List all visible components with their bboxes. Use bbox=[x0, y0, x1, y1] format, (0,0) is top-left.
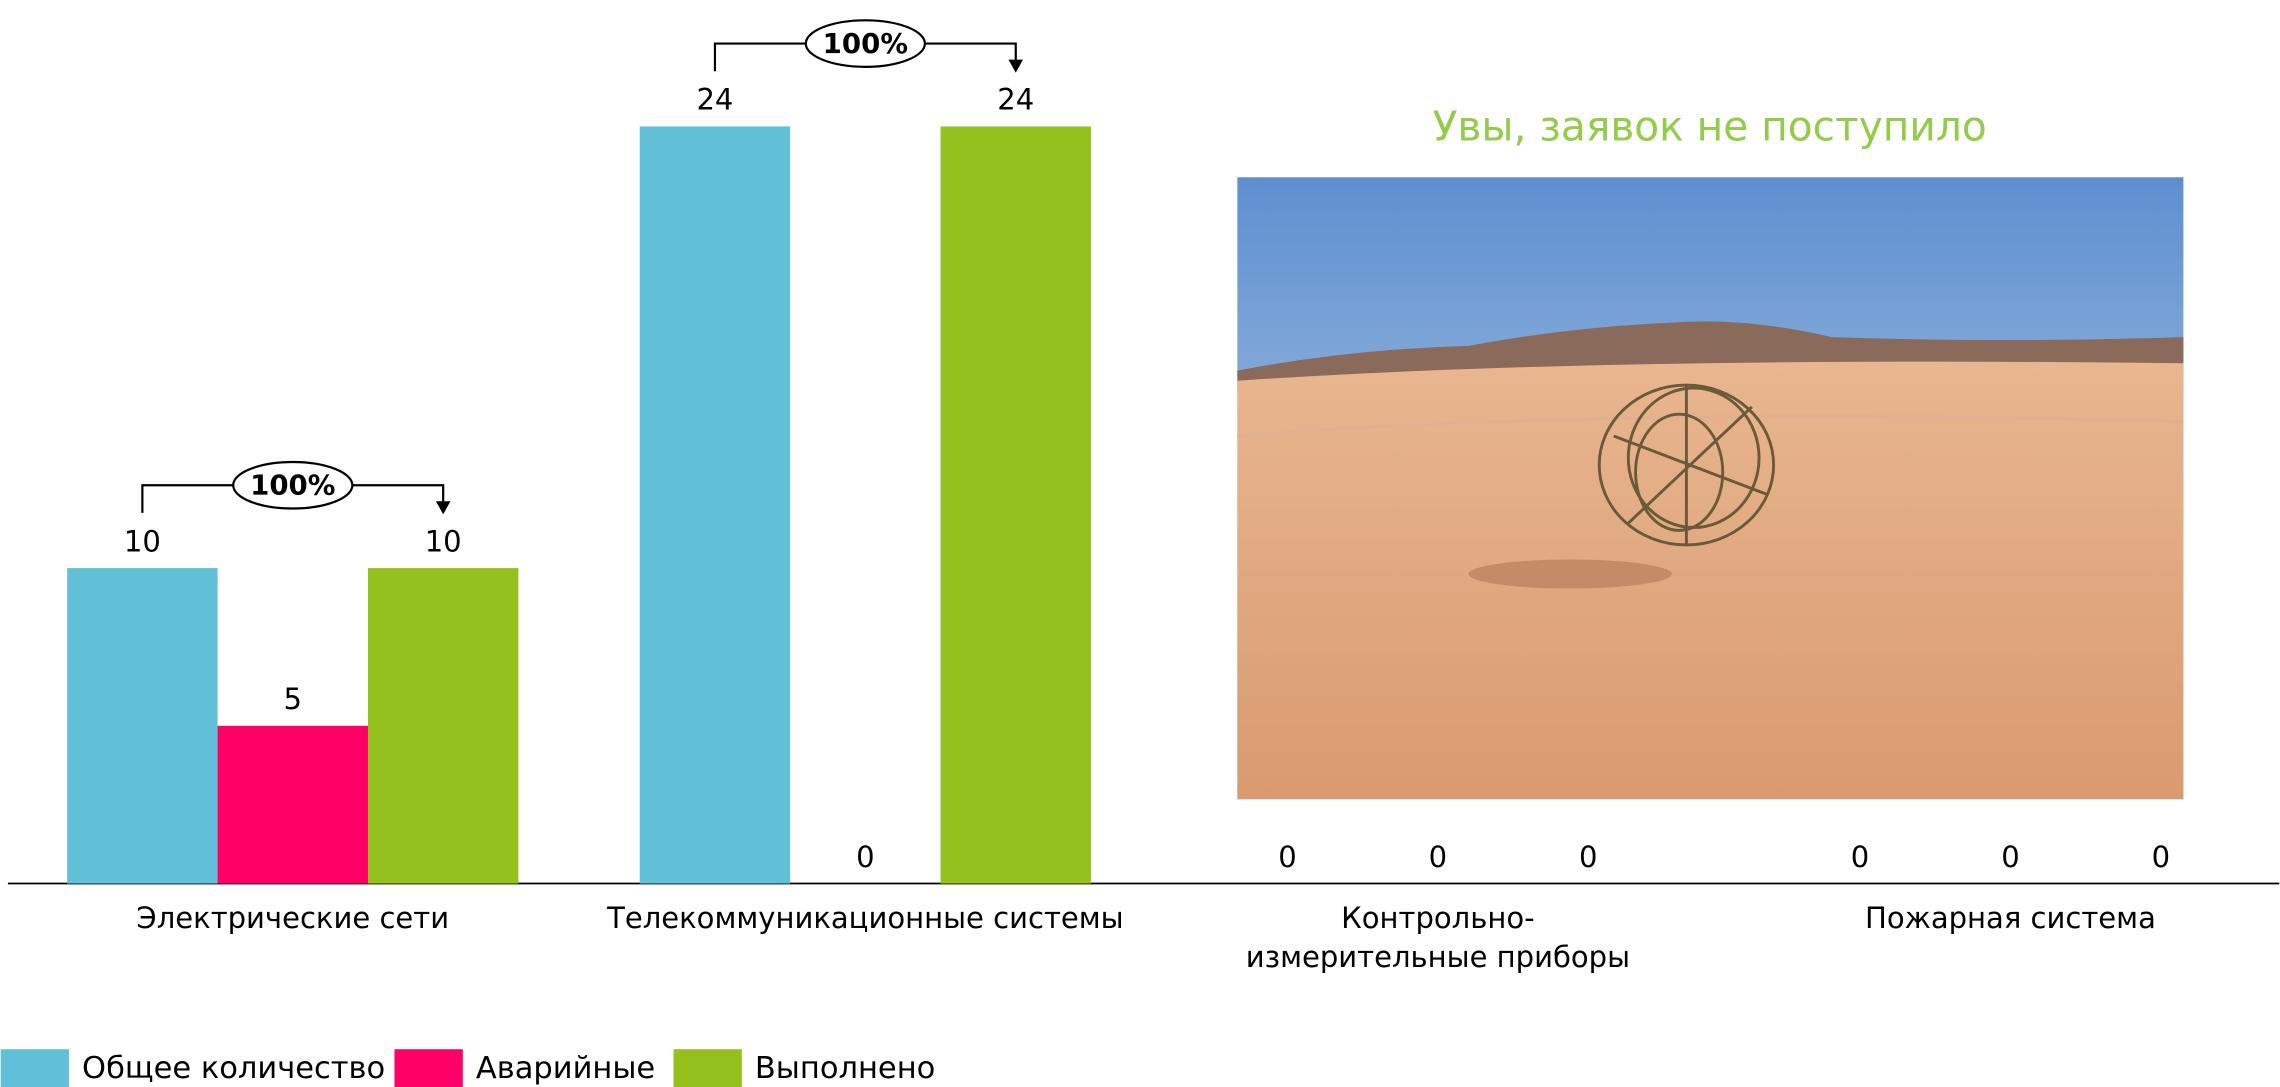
x-tick-label: Контрольно-измерительные приборы bbox=[1246, 901, 1630, 974]
value-label: 0 bbox=[2152, 840, 2170, 874]
bar bbox=[367, 568, 519, 884]
annotation: 100% bbox=[823, 27, 908, 60]
value-label: 0 bbox=[2001, 840, 2019, 874]
value-label: 0 bbox=[1579, 840, 1597, 874]
legend-swatch bbox=[0, 1049, 69, 1087]
x-tick-label: Телекоммуникационные системы bbox=[606, 901, 1124, 935]
annotation-bubble bbox=[232, 460, 354, 510]
value-label: 24 bbox=[997, 83, 1034, 117]
legend-label: Общее количество bbox=[82, 1051, 385, 1086]
desert-photo bbox=[1237, 177, 2184, 800]
value-label: 10 bbox=[425, 524, 462, 558]
x-tick-label: Пожарная система bbox=[1865, 901, 2156, 935]
value-label: 0 bbox=[1429, 840, 1447, 874]
x-tick-label: Электрические сети bbox=[136, 901, 449, 935]
no-data-message: Увы, заявок не поступило bbox=[1433, 102, 1987, 150]
bar bbox=[940, 126, 1091, 884]
legend-label: Выполнено bbox=[755, 1051, 935, 1086]
annotation-bubble bbox=[804, 19, 927, 68]
bar bbox=[67, 568, 218, 884]
bar bbox=[217, 725, 368, 884]
value-label: 0 bbox=[1278, 840, 1296, 874]
annotation: 100% bbox=[250, 469, 335, 502]
value-label: 24 bbox=[696, 83, 733, 117]
value-label: 10 bbox=[124, 524, 161, 558]
legend-label: Аварийные bbox=[476, 1051, 655, 1086]
bracket-arrow bbox=[435, 501, 451, 515]
value-label: 0 bbox=[856, 840, 874, 874]
bar bbox=[639, 126, 791, 884]
x-tick-label-line: измерительные приборы bbox=[1246, 940, 1630, 974]
x-tick-label-line: Контрольно- bbox=[1341, 901, 1534, 935]
value-label: 0 bbox=[1851, 840, 1869, 874]
legend-swatch bbox=[394, 1049, 463, 1087]
value-label: 5 bbox=[284, 682, 302, 716]
bracket-arrow bbox=[1008, 59, 1024, 73]
legend-swatch bbox=[673, 1049, 742, 1087]
